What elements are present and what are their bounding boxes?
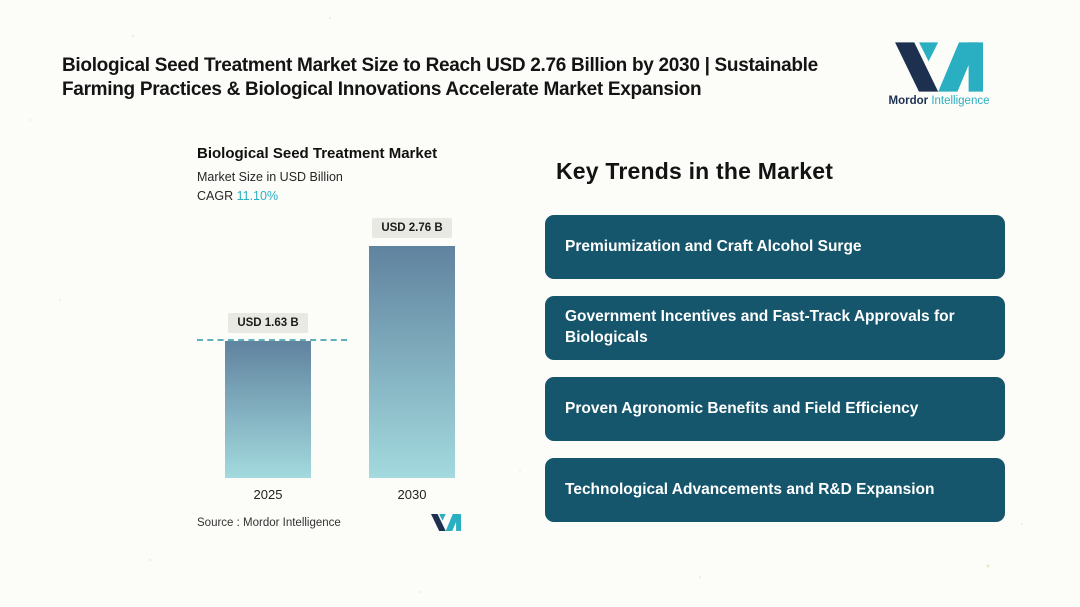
cagr-label: CAGR: [197, 189, 234, 203]
headline-line-1: Biological Seed Treatment Market Size to…: [62, 55, 818, 76]
bar-2030: [369, 246, 455, 478]
reference-dashed-line: [197, 339, 347, 341]
chart-subtitle: Market Size in USD Billion: [197, 170, 343, 184]
value-chip: USD 2.76 B: [372, 218, 452, 238]
chart-title: Biological Seed Treatment Market: [197, 145, 438, 162]
source-logo-icon: [431, 514, 461, 531]
trend-card: Proven Agronomic Benefits and Field Effi…: [545, 377, 1005, 441]
x-axis-label: 2030: [397, 487, 427, 502]
trend-card: Technological Advancements and R&D Expan…: [545, 458, 1005, 522]
cagr-value: 11.10%: [236, 189, 279, 203]
chart-source-row: Source : Mordor Intelligence: [197, 514, 461, 531]
chart-source: Source : Mordor Intelligence: [197, 516, 341, 529]
headline-line-2: Farming Practices & Biological Innovatio…: [62, 79, 702, 101]
bar-2025: [225, 341, 311, 478]
key-trends-panel: Key Trends in the Market Premiumization …: [545, 158, 1005, 539]
brand-logo: Mordor Intelligence: [880, 42, 998, 107]
cagr-row: CAGR 11.10%: [197, 189, 497, 203]
key-trends-heading: Key Trends in the Market: [556, 158, 834, 184]
bar-column-2025: USD 1.63 B 2025: [225, 313, 311, 504]
chart-plot: USD 1.63 B 2025 USD 2.76 B 2030: [197, 216, 497, 504]
mordor-logo-icon: [895, 42, 983, 92]
brand-name: Mordor Intelligence: [880, 95, 998, 107]
bar-chart-panel: Biological Seed Treatment Market Market …: [197, 145, 497, 531]
trend-card: Premiumization and Craft Alcohol Surge: [545, 215, 1005, 279]
x-axis-label: 2025: [253, 487, 283, 502]
brand-name-secondary: Intelligence: [931, 95, 990, 107]
brand-name-primary: Mordor: [888, 95, 929, 107]
bar-column-2030: USD 2.76 B 2030: [369, 218, 455, 504]
trend-card: Government Incentives and Fast-Track App…: [545, 296, 1005, 360]
page-title: Biological Seed Treatment Market Size to…: [62, 54, 818, 103]
value-chip: USD 1.63 B: [228, 313, 308, 333]
